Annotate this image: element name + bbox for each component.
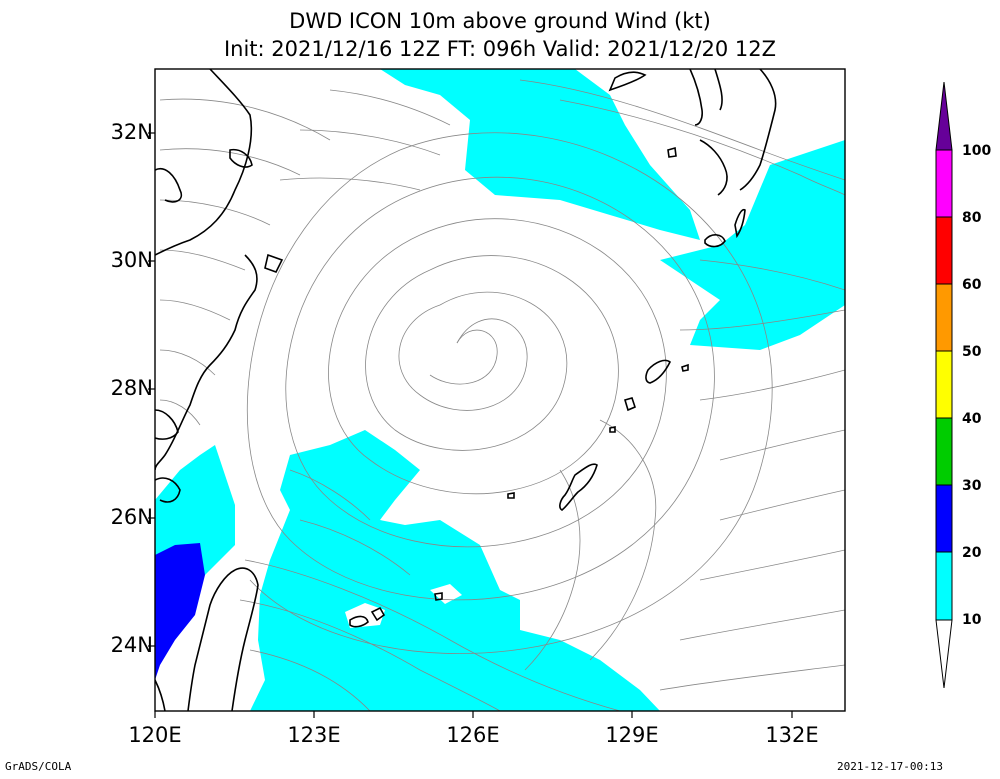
colorbar xyxy=(935,81,953,689)
map-title: DWD ICON 10m above ground Wind (kt) xyxy=(289,9,711,33)
lat-label: 28N xyxy=(110,376,153,400)
wind-10-20kt-region-north xyxy=(245,69,700,240)
map-subtitle: Init: 2021/12/16 12Z FT: 096h Valid: 202… xyxy=(223,37,777,61)
wind-10-20kt-region-northeast xyxy=(660,140,845,350)
lon-label: 123E xyxy=(287,723,341,747)
lat-label: 24N xyxy=(110,633,153,657)
footer-timestamp: 2021-12-17-00:13 xyxy=(837,760,943,773)
colorbar-label: 80 xyxy=(962,210,982,226)
wind-20-30kt-region xyxy=(155,543,205,680)
colorbar-tail xyxy=(935,619,953,689)
lon-label: 132E xyxy=(765,723,819,747)
colorbar-label: 60 xyxy=(962,277,982,293)
lon-label: 129E xyxy=(605,723,659,747)
lat-label: 32N xyxy=(110,120,153,144)
colorbar-label: 40 xyxy=(962,411,982,427)
colorbar-label: 10 xyxy=(962,612,982,628)
colorbar-label: 20 xyxy=(962,545,982,561)
lon-label: 120E xyxy=(128,723,182,747)
colorbar-label: 100 xyxy=(962,143,992,159)
colorbar-label: 30 xyxy=(962,478,982,494)
map-frame xyxy=(154,68,846,712)
streamlines xyxy=(159,79,845,711)
coastlines xyxy=(155,69,777,711)
footer-credit: GrADS/COLA xyxy=(5,760,72,773)
lon-label: 126E xyxy=(446,723,500,747)
colorbar-head xyxy=(935,81,953,151)
axis-ticks xyxy=(148,132,793,718)
colorbar-label: 50 xyxy=(962,344,982,360)
lat-label: 26N xyxy=(110,505,153,529)
wind-10-20kt-region-south xyxy=(250,430,660,711)
lat-label: 30N xyxy=(110,248,153,272)
